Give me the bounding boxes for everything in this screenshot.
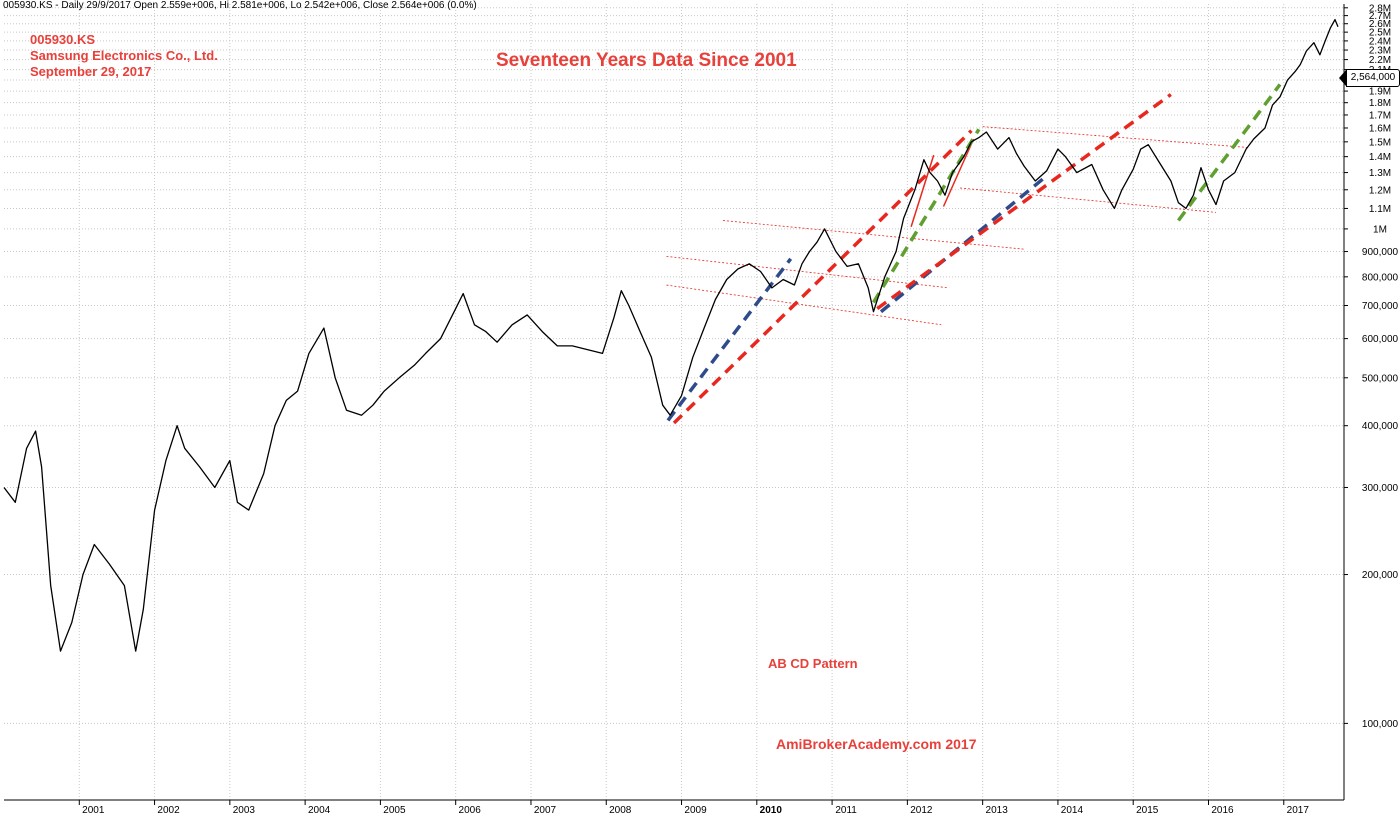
- y-tick-label: 200,000: [1362, 570, 1399, 581]
- y-tick-label: 2.4M: [1369, 36, 1391, 47]
- date-label: September 29, 2017: [30, 64, 152, 79]
- red-dotted-channel-line: [960, 187, 1217, 213]
- y-tick-label: 500,000: [1362, 373, 1399, 384]
- y-tick-label: 1.6M: [1369, 123, 1391, 134]
- y-tick-label: 1.3M: [1369, 168, 1391, 179]
- x-tick-label: 2005: [383, 805, 406, 816]
- x-tick-label: 2008: [609, 805, 632, 816]
- series-layer: [3, 18, 1339, 652]
- x-tick-label: 2011: [835, 805, 857, 816]
- x-tick-label: 2010: [760, 805, 783, 816]
- red-dashed-trendline: [876, 93, 1172, 311]
- y-tick-label: 2.8M: [1369, 3, 1391, 14]
- x-tick-label: 2016: [1211, 805, 1234, 816]
- axis-layer: 100,000 200,000 300,000 400,000 500,000 600,0…: [4, 3, 1399, 816]
- symbol-block: 005930.KS Samsung Electronics Co., Ltd. …: [30, 32, 218, 80]
- last-price-tag: 2,564,000: [1346, 69, 1400, 87]
- y-tick-label: 900,000: [1362, 247, 1399, 258]
- green-dashed-trendline: [871, 128, 981, 304]
- y-tick-label: 1M: [1373, 224, 1387, 235]
- blue-dashed-trendline: [666, 257, 793, 422]
- y-tick-label: 1.2M: [1369, 185, 1391, 196]
- x-tick-label: 2013: [986, 805, 1009, 816]
- y-tick-label: 700,000: [1362, 301, 1399, 312]
- grid-layer: [4, 4, 1344, 800]
- y-tick-label: 100,000: [1362, 719, 1399, 730]
- y-tick-label: 600,000: [1362, 334, 1399, 345]
- x-tick-label: 2004: [308, 805, 331, 816]
- x-tick-label: 2015: [1136, 805, 1159, 816]
- red-dotted-channel-line: [982, 126, 1250, 149]
- chart-title: Seventeen Years Data Since 2001: [496, 50, 797, 71]
- y-tick-label: 2.6M: [1369, 19, 1391, 30]
- ticker-label: 005930.KS: [30, 32, 96, 47]
- y-tick-label: 2.3M: [1369, 46, 1391, 57]
- red-solid-trendline: [942, 138, 975, 207]
- overlay-layer: [666, 83, 1282, 425]
- y-tick-label: 1.8M: [1369, 98, 1391, 109]
- red-dashed-trendline: [672, 129, 973, 425]
- price-series-line: [3, 18, 1339, 652]
- y-tick-label: 300,000: [1362, 483, 1399, 494]
- y-tick-label: 1.9M: [1369, 87, 1391, 98]
- y-tick-label: 2.2M: [1369, 55, 1391, 66]
- y-tick-label: 2.7M: [1369, 11, 1391, 22]
- x-tick-label: 2001: [82, 805, 105, 816]
- x-tick-label: 2012: [910, 805, 933, 816]
- y-tick-label: 1.5M: [1369, 137, 1391, 148]
- x-tick-label: 2006: [459, 805, 482, 816]
- company-label: Samsung Electronics Co., Ltd.: [30, 48, 218, 63]
- red-dotted-channel-line: [722, 220, 1025, 250]
- brand-label: AmiBrokerAcademy.com 2017: [776, 736, 977, 752]
- last-price-tag-arrow: [1339, 70, 1346, 86]
- x-tick-label: 2002: [157, 805, 180, 816]
- x-tick-label: 2017: [1287, 805, 1310, 816]
- green-dashed-trendline: [1176, 83, 1282, 222]
- y-tick-label: 400,000: [1362, 421, 1399, 432]
- red-dotted-channel-line: [666, 255, 949, 289]
- x-tick-label: 2009: [684, 805, 707, 816]
- y-tick-label: 2.5M: [1369, 28, 1391, 39]
- pattern-label: AB CD Pattern: [768, 656, 858, 671]
- x-tick-label: 2014: [1061, 805, 1084, 816]
- red-solid-trendline: [910, 154, 935, 228]
- y-tick-label: 800,000: [1362, 272, 1399, 283]
- y-tick-label: 1.1M: [1369, 204, 1391, 215]
- y-tick-label: 1.4M: [1369, 152, 1391, 163]
- x-tick-label: 2007: [534, 805, 557, 816]
- symbol-info-line: 005930.KS - Daily 29/9/2017 Open 2.559e+…: [3, 0, 477, 11]
- x-tick-label: 2003: [233, 805, 256, 816]
- y-tick-label: 1.7M: [1369, 110, 1391, 121]
